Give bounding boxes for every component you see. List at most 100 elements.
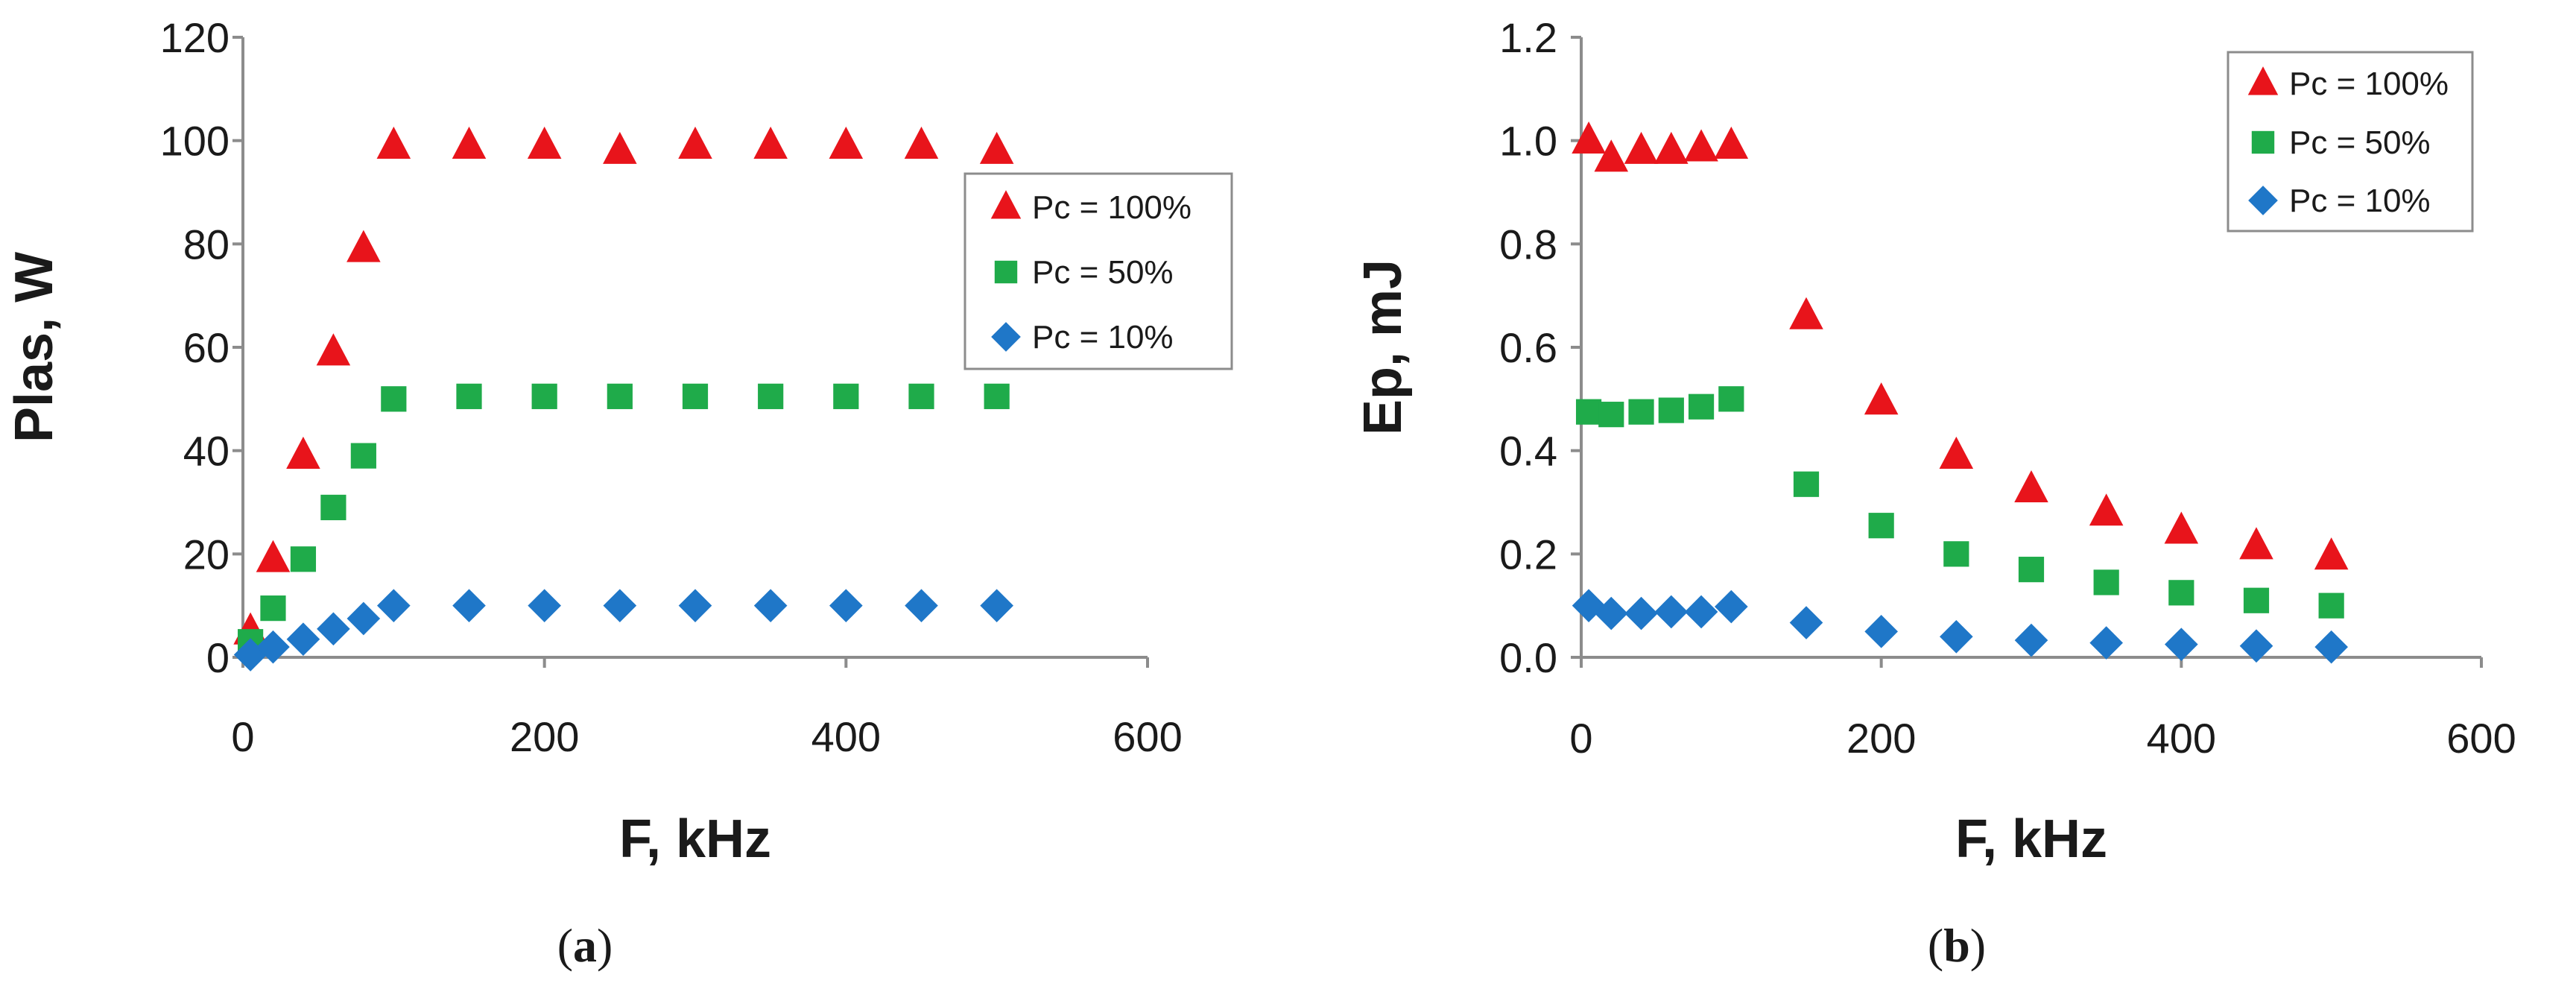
data-point	[1714, 126, 1749, 159]
x-tick-label: 400	[2147, 715, 2216, 762]
y-tick-label: 40	[183, 428, 230, 475]
legend-entry: Pc = 10%	[1032, 319, 1174, 355]
x-tick-label: 200	[1846, 715, 1916, 762]
panel-caption: (a)	[557, 919, 613, 972]
legend-entry: Pc = 100%	[1032, 189, 1192, 226]
x-axis-label: F, kHz	[1955, 809, 2107, 869]
data-point	[1654, 595, 1689, 629]
data-point	[979, 131, 1014, 164]
legend-entry: Pc = 100%	[2289, 66, 2449, 102]
data-point	[256, 540, 291, 572]
data-point	[678, 589, 712, 622]
data-point	[2314, 630, 2348, 664]
data-point	[2168, 580, 2194, 606]
data-point	[1684, 129, 1718, 162]
series-2	[1572, 589, 2348, 664]
data-point	[984, 383, 1010, 409]
data-point	[758, 383, 784, 409]
legend-marker	[2248, 186, 2278, 215]
data-point	[1789, 297, 1823, 329]
data-point	[320, 494, 346, 521]
data-point	[346, 601, 381, 636]
data-point	[1575, 399, 1602, 425]
panel-caption: (b)	[1928, 919, 1986, 972]
series-1	[1575, 386, 2344, 619]
data-point	[452, 589, 486, 622]
data-point	[1624, 596, 1658, 630]
data-point	[603, 589, 637, 622]
y-tick-label: 0	[206, 634, 230, 681]
data-point	[1943, 541, 1969, 567]
caption-letter: a	[573, 919, 597, 972]
data-point	[452, 126, 487, 159]
legend-marker	[994, 260, 1018, 284]
data-point	[1940, 619, 1973, 654]
data-point	[603, 131, 637, 164]
y-tick-label: 0.2	[1499, 531, 1557, 578]
data-point	[1939, 436, 1974, 469]
data-point	[678, 126, 712, 159]
y-tick-label: 1.0	[1499, 118, 1557, 165]
caption-open: (	[1928, 919, 1943, 972]
data-point	[1688, 393, 1715, 420]
data-point	[753, 589, 788, 622]
data-point	[1594, 139, 1629, 172]
data-point	[1598, 402, 1624, 428]
y-tick-label: 60	[183, 324, 230, 371]
data-point	[753, 126, 788, 159]
data-point	[377, 589, 411, 622]
data-point	[1684, 595, 1718, 629]
y-axis-label: Plas, W	[4, 252, 64, 443]
data-point	[2018, 557, 2045, 583]
y-tick-label: 0.0	[1499, 634, 1557, 681]
legend: Pc = 100% Pc = 50% Pc = 10%	[2227, 51, 2474, 233]
legend-marker	[2247, 66, 2279, 95]
data-point	[316, 333, 351, 366]
data-point	[607, 383, 633, 409]
data-point	[376, 126, 411, 159]
x-tick-label: 600	[2446, 715, 2516, 762]
data-point	[1594, 596, 1628, 630]
legend-marker	[990, 190, 1022, 219]
x-axis-label: F, kHz	[619, 809, 771, 869]
x-tick-label: 0	[231, 713, 254, 760]
caption-close: )	[1970, 919, 1986, 972]
data-point	[2089, 626, 2123, 660]
data-point	[1789, 606, 1823, 639]
data-point	[905, 589, 938, 622]
legend-marker	[2251, 130, 2275, 154]
data-point	[2239, 629, 2273, 663]
y-tick-label: 0.4	[1499, 428, 1557, 475]
data-point	[346, 230, 381, 262]
x-tick-label: 400	[811, 713, 881, 760]
y-tick-label: 120	[160, 14, 230, 61]
data-point	[290, 546, 317, 572]
data-point	[260, 595, 286, 622]
series-2	[233, 589, 1013, 671]
data-point	[1572, 121, 1606, 154]
data-point	[2093, 569, 2119, 595]
y-tick-label: 100	[160, 118, 230, 165]
panel-b-chart: 0.0 0.2 0.4 0.6 0.8 1.0 1.2 0 200 400 600 F, kHz Ep,…	[1353, 14, 2516, 972]
data-point	[317, 612, 350, 646]
data-point	[1864, 615, 1898, 648]
data-point	[350, 443, 376, 469]
y-tick-label: 0.6	[1499, 324, 1557, 371]
data-point	[829, 126, 864, 159]
data-point	[833, 383, 859, 409]
data-point	[829, 589, 863, 622]
x-tick-label: 0	[1569, 715, 1592, 762]
data-point	[2318, 592, 2344, 619]
data-point	[527, 126, 562, 159]
y-axis-label: Ep, mJ	[1353, 259, 1413, 435]
data-point	[2243, 587, 2270, 613]
caption-letter: b	[1943, 919, 1970, 972]
data-point	[2239, 527, 2273, 560]
data-point	[1793, 471, 1820, 497]
data-point	[908, 383, 934, 409]
data-point	[980, 589, 1013, 622]
y-tick-label: 80	[183, 221, 230, 268]
data-point	[1718, 386, 1744, 412]
data-point	[1628, 399, 1654, 425]
caption-open: (	[557, 919, 573, 972]
